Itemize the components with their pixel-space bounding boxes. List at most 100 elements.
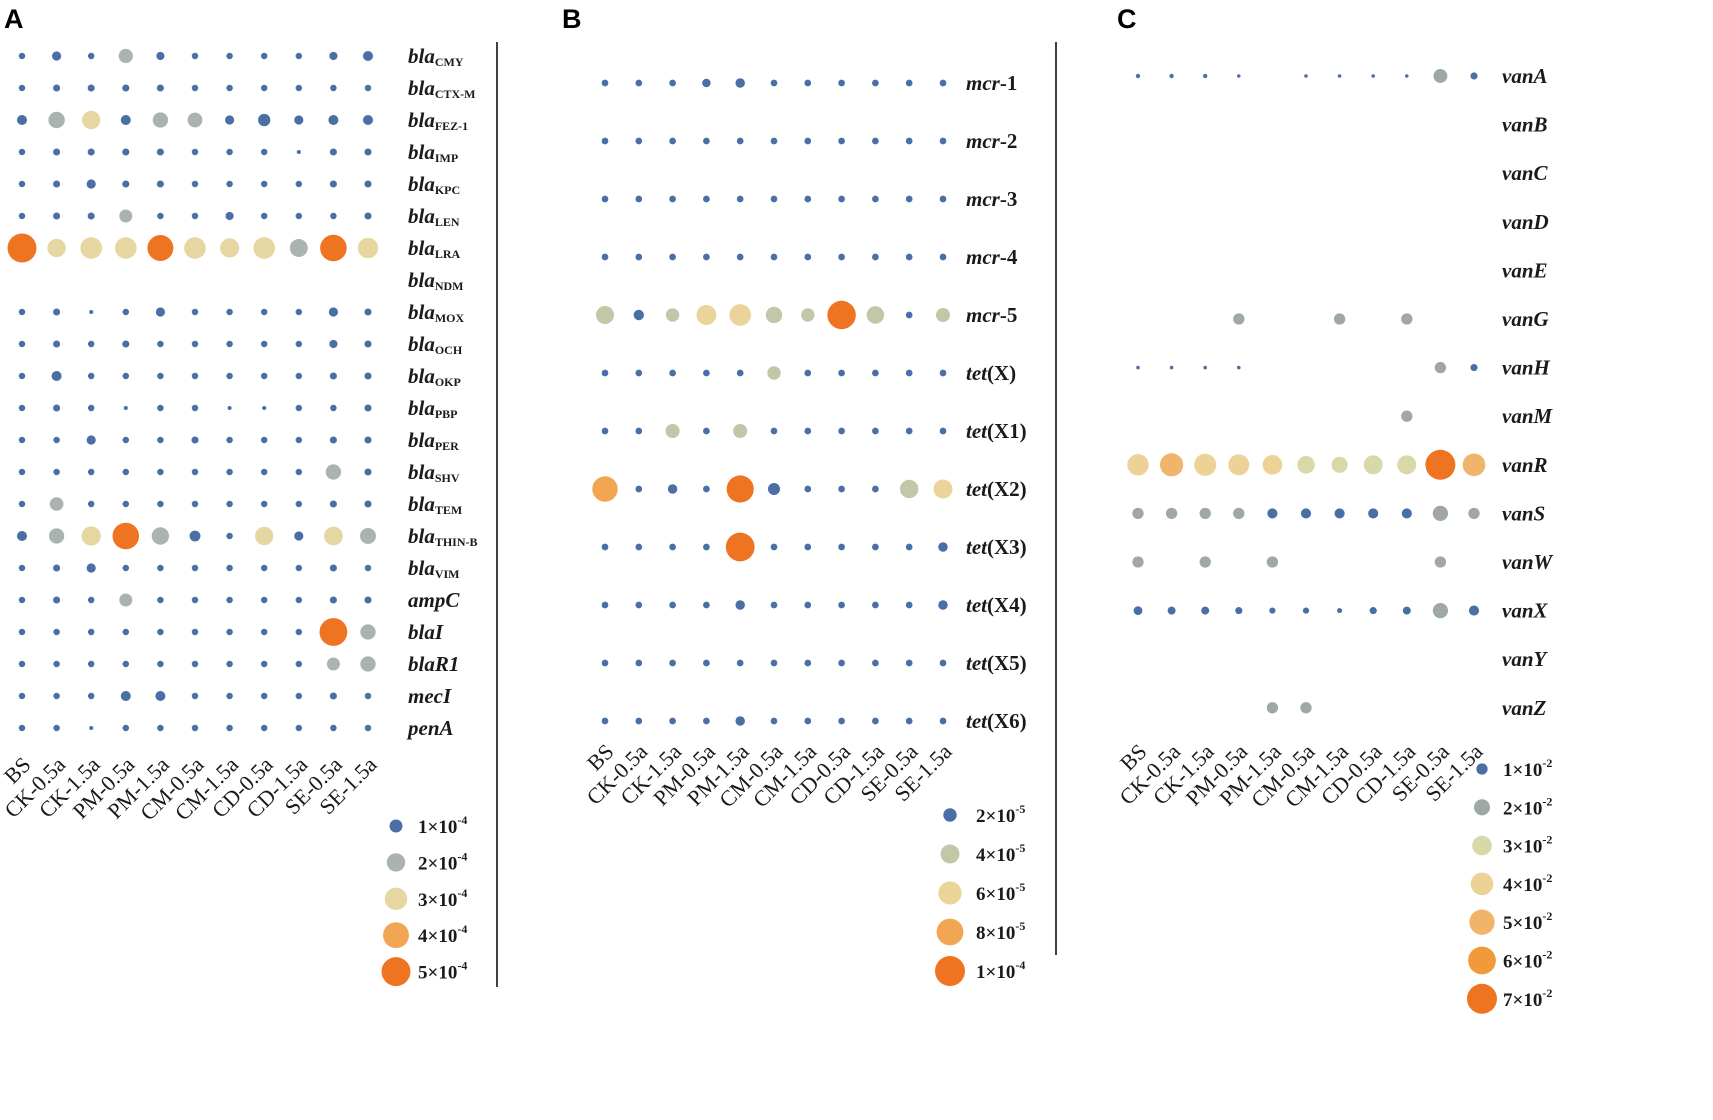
bubble: [152, 112, 169, 128]
bubble: [122, 340, 130, 348]
bubble: [905, 369, 913, 377]
bubble: [364, 372, 372, 380]
bubble: [191, 212, 199, 220]
bubble: [735, 78, 745, 88]
bubble: [226, 148, 233, 156]
bubble: [18, 212, 26, 220]
bubble: [329, 51, 338, 61]
bubble: [18, 148, 26, 156]
bubble: [156, 51, 165, 61]
bubble: [191, 660, 199, 668]
bubble: [255, 526, 274, 546]
bubble: [767, 366, 781, 380]
bubble: [157, 628, 164, 636]
bubble: [226, 84, 233, 92]
bubble: [838, 543, 845, 551]
bubble: [18, 628, 26, 636]
bubble: [18, 468, 26, 476]
bubble: [18, 724, 26, 732]
bubble: [122, 308, 130, 316]
bubble: [935, 307, 951, 323]
bubble: [18, 52, 26, 60]
bubble: [53, 308, 61, 316]
bubble: [360, 528, 376, 544]
bubble: [157, 340, 164, 348]
bubble: [1401, 410, 1413, 422]
bubble: [633, 309, 644, 321]
bubble: [669, 659, 676, 667]
bubble: [295, 628, 303, 636]
bubble: [122, 436, 130, 444]
bubble: [601, 543, 609, 551]
bubble: [939, 717, 947, 725]
panel-letter-c: C: [1117, 4, 1137, 34]
bubble: [191, 692, 199, 700]
bubble: [838, 427, 845, 435]
bubble: [260, 340, 268, 348]
gene-label: tet(X1): [966, 419, 1027, 443]
legend-label: 2×10-5: [976, 802, 1025, 827]
gene-label: ampC: [408, 588, 460, 612]
bubble: [114, 237, 137, 259]
bubble: [122, 500, 130, 508]
bubble: [866, 306, 885, 324]
bubble: [87, 404, 95, 412]
bubble: [326, 657, 340, 671]
bubble: [1132, 556, 1144, 568]
bubble: [122, 84, 130, 92]
bubble: [260, 500, 268, 508]
bubble: [48, 111, 65, 129]
gene-label: penA: [406, 716, 454, 740]
bubble: [157, 596, 164, 604]
bubble: [1262, 454, 1283, 475]
bubble: [899, 479, 919, 499]
gene-label: vanR: [1502, 453, 1548, 477]
bubble: [364, 308, 372, 316]
gene-label: blaKPC: [408, 172, 460, 197]
bubble: [838, 137, 845, 145]
bubble: [1199, 507, 1211, 520]
bubble: [319, 618, 348, 646]
bubble: [725, 532, 755, 562]
bubble: [364, 724, 372, 732]
bubble: [1297, 456, 1315, 474]
bubble: [1433, 69, 1448, 83]
bubble: [703, 253, 710, 261]
gene-label: tet(X6): [966, 709, 1027, 733]
bubble: [53, 404, 61, 412]
bubble: [155, 690, 166, 702]
bubble: [838, 601, 845, 609]
bubble: [87, 500, 95, 508]
bubble: [364, 84, 372, 92]
bubble: [122, 660, 130, 668]
bubble: [18, 404, 26, 412]
bubble: [669, 543, 676, 551]
gene-label: vanE: [1502, 258, 1548, 282]
bubble: [838, 485, 845, 493]
panel-a-bubble-chart: blaCMY blaCTX-M blaFEZ-1 blaIMP blaKPC blaLEN…: [0, 44, 478, 987]
bubble: [324, 526, 343, 546]
bubble: [87, 212, 95, 220]
bubble: [736, 195, 744, 203]
panel-letter-b: B: [562, 4, 582, 34]
gene-label: blaR1: [408, 652, 459, 676]
bubble: [1402, 606, 1411, 615]
bubble: [1331, 456, 1348, 473]
bubble: [329, 339, 338, 349]
gene-label: vanX: [1502, 599, 1549, 623]
gene-label: vanB: [1502, 113, 1548, 137]
bubble: [329, 436, 337, 444]
bubble: [295, 308, 303, 316]
bubble: [635, 485, 643, 493]
gene-label: blaVIM: [408, 556, 460, 581]
gene-label: tet(X5): [966, 651, 1027, 675]
bubble: [18, 340, 26, 348]
legend-bubble: [943, 808, 957, 822]
bubble: [804, 659, 812, 667]
bubble: [260, 308, 268, 316]
bubble: [226, 436, 233, 444]
bubble: [872, 253, 879, 261]
bubble: [703, 195, 710, 203]
bubble: [87, 372, 95, 380]
bubble: [53, 468, 60, 476]
